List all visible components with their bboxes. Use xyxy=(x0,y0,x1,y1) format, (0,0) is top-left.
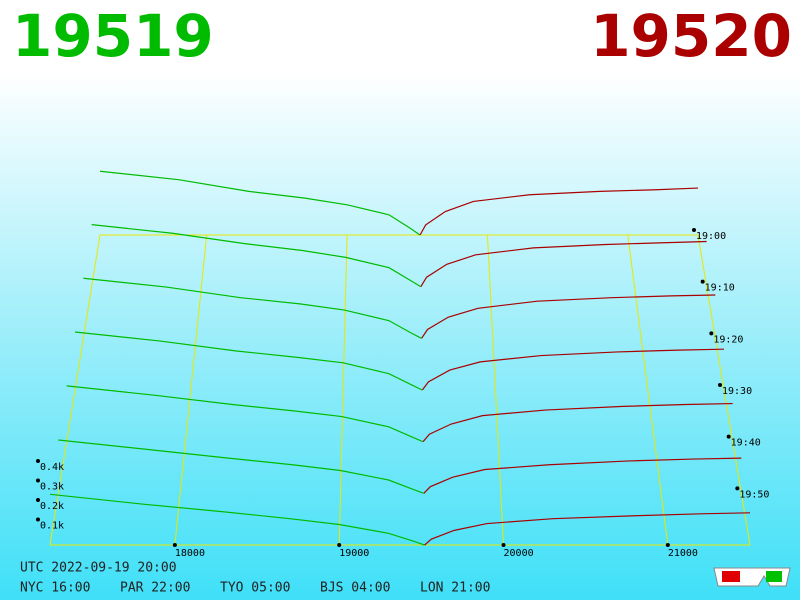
depth-tick-label: 0.2k xyxy=(40,501,64,512)
grid-line xyxy=(486,234,505,546)
depth-tick-label: 0.1k xyxy=(40,521,64,532)
city-time: NYC 16:00 xyxy=(20,581,90,596)
tick-dot xyxy=(36,498,40,502)
tick-dot xyxy=(726,434,731,439)
x-tick-label: 19000 xyxy=(339,548,369,559)
bid-depth-line xyxy=(66,385,424,443)
city-time: LON 21:00 xyxy=(420,581,490,596)
ask-depth-line xyxy=(420,240,707,287)
x-tick-label: 21000 xyxy=(668,548,698,559)
time-tick-label: 19:00 xyxy=(696,231,726,242)
grid-edge xyxy=(49,234,101,546)
time-tick-label: 19:40 xyxy=(731,438,761,449)
depth-tick-label: 0.3k xyxy=(40,482,64,493)
tick-dot xyxy=(735,486,740,491)
utc-time: UTC 2022-09-19 20:00 xyxy=(20,561,177,576)
bid-price: 19519 xyxy=(12,2,214,70)
tick-dot xyxy=(700,279,705,284)
ask-depth-line xyxy=(421,294,716,339)
city-time: BJS 04:00 xyxy=(320,581,390,596)
tick-dot xyxy=(172,543,177,547)
city-time: TYO 05:00 xyxy=(220,581,290,596)
grid-line xyxy=(174,234,208,546)
bid-depth-line xyxy=(49,493,425,546)
time-tick-label: 19:20 xyxy=(713,334,743,345)
bid-depth-line xyxy=(91,224,421,288)
depth-tick-label: 0.4k xyxy=(40,462,64,473)
ask-price: 19520 xyxy=(590,2,792,70)
grid-line xyxy=(338,234,348,546)
tick-dot xyxy=(665,543,670,547)
ask-depth-line xyxy=(422,402,733,443)
bid-depth-line xyxy=(99,170,421,236)
x-tick-label: 18000 xyxy=(175,548,205,559)
ask-depth-line xyxy=(423,457,742,494)
time-tick-label: 19:50 xyxy=(739,489,769,500)
time-tick-label: 19:10 xyxy=(705,283,735,294)
3d-glasses-icon[interactable] xyxy=(713,567,791,587)
grid-edge xyxy=(697,234,751,546)
bid-depth-line xyxy=(74,331,423,391)
grid-line xyxy=(627,234,669,546)
ask-depth-line xyxy=(419,187,699,236)
tick-dot xyxy=(36,459,40,463)
tick-dot xyxy=(501,543,506,547)
tick-dot xyxy=(36,478,40,483)
tick-dot xyxy=(709,331,714,336)
bid-depth-line xyxy=(83,277,422,339)
bid-depth-line xyxy=(58,439,424,494)
tick-dot xyxy=(692,228,696,232)
tick-dot xyxy=(36,517,40,522)
ask-depth-line xyxy=(424,512,751,546)
city-time: PAR 22:00 xyxy=(120,581,190,596)
ask-depth-line xyxy=(421,348,725,391)
time-tick-label: 19:30 xyxy=(722,386,752,397)
x-tick-label: 20000 xyxy=(504,548,534,559)
tick-dot xyxy=(337,543,342,547)
tick-dot xyxy=(718,383,722,387)
